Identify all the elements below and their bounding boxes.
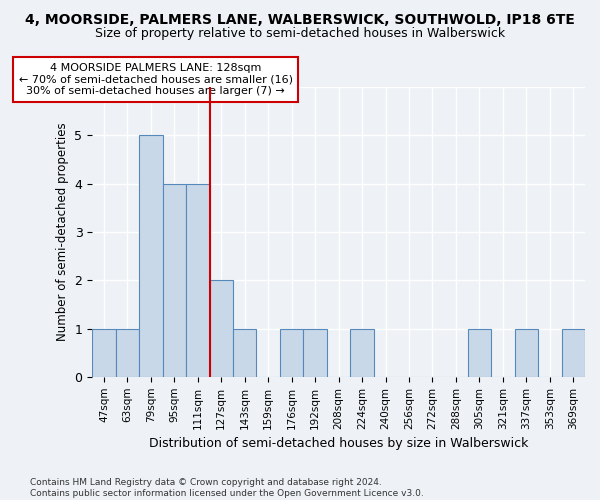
Text: Contains HM Land Registry data © Crown copyright and database right 2024.
Contai: Contains HM Land Registry data © Crown c…: [30, 478, 424, 498]
Bar: [139, 136, 163, 377]
Bar: [350, 328, 374, 377]
Bar: [186, 184, 209, 377]
Bar: [515, 328, 538, 377]
Bar: [233, 328, 256, 377]
Bar: [163, 184, 186, 377]
Bar: [209, 280, 233, 377]
Bar: [467, 328, 491, 377]
Y-axis label: Number of semi-detached properties: Number of semi-detached properties: [56, 122, 69, 342]
Text: Size of property relative to semi-detached houses in Walberswick: Size of property relative to semi-detach…: [95, 28, 505, 40]
Bar: [92, 328, 116, 377]
Text: 4 MOORSIDE PALMERS LANE: 128sqm
← 70% of semi-detached houses are smaller (16)
3: 4 MOORSIDE PALMERS LANE: 128sqm ← 70% of…: [19, 63, 293, 96]
Text: 4, MOORSIDE, PALMERS LANE, WALBERSWICK, SOUTHWOLD, IP18 6TE: 4, MOORSIDE, PALMERS LANE, WALBERSWICK, …: [25, 12, 575, 26]
Bar: [280, 328, 304, 377]
Bar: [562, 328, 585, 377]
Bar: [304, 328, 327, 377]
Bar: [116, 328, 139, 377]
X-axis label: Distribution of semi-detached houses by size in Walberswick: Distribution of semi-detached houses by …: [149, 437, 528, 450]
